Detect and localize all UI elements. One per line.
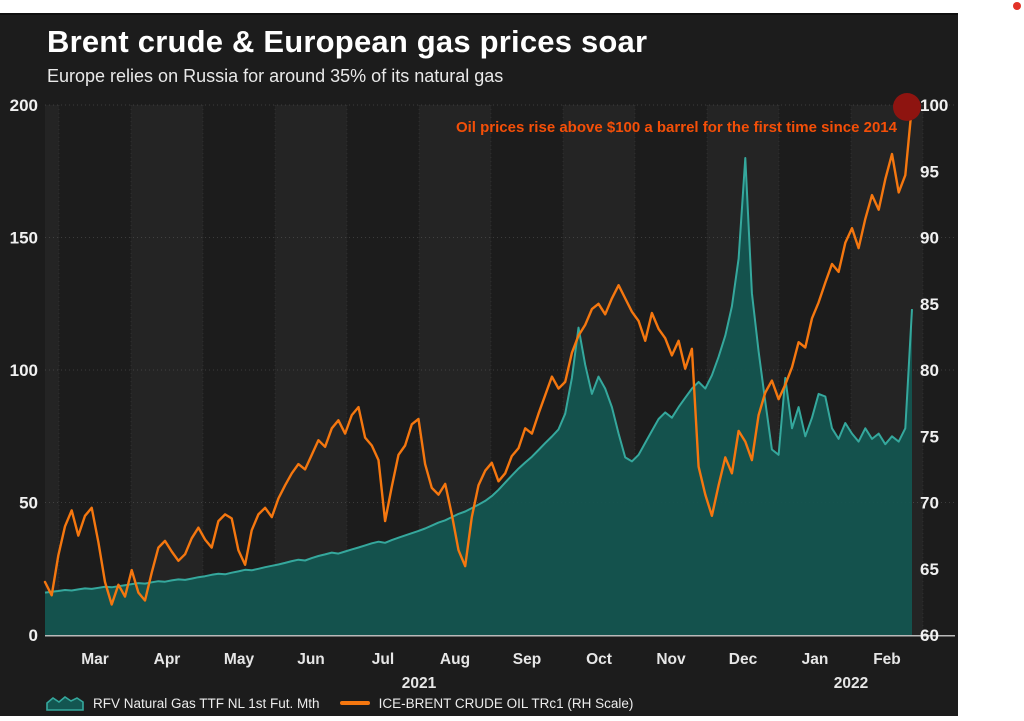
annotation-label: Oil prices rise above $100 a barrel for … xyxy=(455,119,897,136)
x-axis-month-label: Nov xyxy=(656,651,686,668)
left-axis-tick: 150 xyxy=(10,229,38,248)
right-axis-tick: 70 xyxy=(920,494,939,513)
x-axis-year-label: 2022 xyxy=(834,675,868,692)
x-axis-year-label: 2021 xyxy=(402,675,437,692)
gas-area xyxy=(45,158,912,635)
legend: RFV Natural Gas TTF NL 1st Fut. Mth ICE-… xyxy=(46,693,633,713)
right-axis-tick: 75 xyxy=(920,427,939,446)
x-axis-month-label: Sep xyxy=(513,651,541,668)
oil-line xyxy=(43,103,914,606)
x-axis-month-label: Oct xyxy=(586,651,612,668)
oil-end-marker xyxy=(893,93,921,121)
left-axis-tick: 100 xyxy=(10,361,38,380)
right-axis-tick: 85 xyxy=(920,295,939,314)
chart-canvas: 200 150 100 50 0 100 95 90 85 80 75 70 65 60 Mar Apr May… xyxy=(10,93,955,692)
month-band xyxy=(275,105,347,635)
left-axis-tick: 50 xyxy=(19,494,38,513)
right-axis-tick: 100 xyxy=(920,96,948,115)
gas-line xyxy=(44,157,913,594)
x-axis-month-label: May xyxy=(224,651,255,668)
right-axis-tick: 95 xyxy=(920,162,939,181)
right-axis-tick: 60 xyxy=(920,626,939,645)
right-axis-tick: 80 xyxy=(920,361,939,380)
month-band xyxy=(59,105,131,635)
month-band xyxy=(131,105,203,635)
legend-label-gas: RFV Natural Gas TTF NL 1st Fut. Mth xyxy=(93,695,320,711)
chart-title: Brent crude & European gas prices soar xyxy=(47,24,648,59)
right-axis-tick: 65 xyxy=(920,560,939,579)
x-axis-month-label: Jul xyxy=(372,651,394,668)
left-axis-tick: 0 xyxy=(29,626,38,645)
x-axis-month-label: Jan xyxy=(802,651,829,668)
x-axis-month-label: Apr xyxy=(154,651,181,668)
x-axis-month-label: Aug xyxy=(440,651,470,668)
right-axis-tick: 90 xyxy=(920,229,939,248)
gas-area-legend-icon xyxy=(46,696,84,711)
month-band xyxy=(203,105,275,635)
corner-red-dot-icon xyxy=(1013,2,1021,10)
month-band xyxy=(45,105,59,635)
x-axis-month-label: Dec xyxy=(729,651,758,668)
x-axis-month-label: Jun xyxy=(297,651,325,668)
legend-label-oil: ICE-BRENT CRUDE OIL TRc1 (RH Scale) xyxy=(378,695,634,711)
oil-line-legend-icon xyxy=(339,701,370,705)
left-axis-tick: 200 xyxy=(10,96,38,115)
x-axis-month-label: Feb xyxy=(873,651,901,668)
chart-subtitle: Europe relies on Russia for around 35% o… xyxy=(47,66,504,86)
x-axis-month-label: Mar xyxy=(81,651,109,668)
